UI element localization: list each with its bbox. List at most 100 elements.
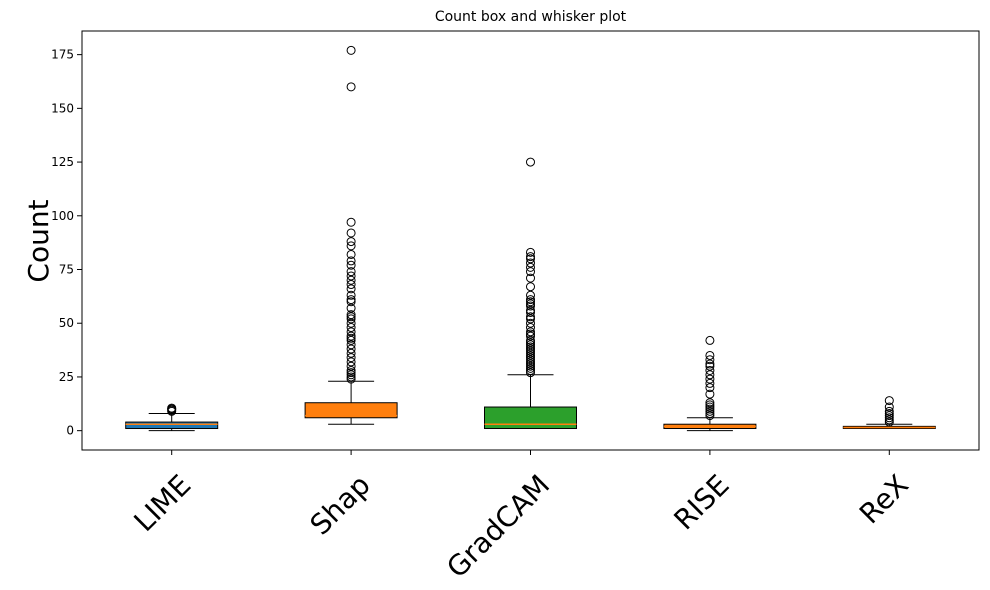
outlier-point bbox=[346, 237, 356, 247]
outlier-point bbox=[705, 408, 715, 418]
outlier-point bbox=[346, 275, 356, 285]
outlier-point bbox=[346, 365, 356, 375]
outlier-point bbox=[526, 273, 535, 283]
outlier-point bbox=[884, 415, 894, 425]
outlier-point bbox=[705, 378, 715, 388]
y-tick-label: 75 bbox=[59, 263, 74, 277]
outlier-point bbox=[526, 252, 535, 262]
outlier-point bbox=[705, 359, 715, 369]
outlier-point bbox=[526, 307, 535, 317]
outlier-point bbox=[346, 310, 356, 320]
outlier-point bbox=[705, 389, 715, 399]
outlier-point bbox=[346, 368, 356, 378]
outlier-point bbox=[346, 348, 356, 358]
outlier-point bbox=[526, 348, 535, 358]
outlier-point bbox=[167, 403, 177, 413]
x-axis: LIME Shap GradCAM RISE ReX bbox=[128, 450, 915, 584]
x-tick-label-lime: LIME bbox=[128, 468, 198, 538]
outlier-point bbox=[346, 344, 356, 354]
outlier-point bbox=[705, 398, 715, 408]
outlier-point bbox=[526, 301, 535, 311]
iqr-box bbox=[304, 402, 398, 419]
outlier-point bbox=[526, 338, 535, 348]
box-group-gradcam bbox=[484, 157, 577, 430]
outlier-point bbox=[526, 314, 535, 324]
outlier-point bbox=[346, 370, 356, 380]
outlier-point bbox=[526, 258, 535, 268]
outlier-point bbox=[526, 340, 535, 350]
outlier-point bbox=[346, 249, 356, 259]
outlier-point bbox=[346, 82, 356, 92]
outlier-point bbox=[346, 256, 356, 266]
outlier-point bbox=[526, 342, 535, 352]
outlier-point bbox=[884, 408, 894, 418]
outlier-point bbox=[526, 318, 535, 328]
outlier-point bbox=[346, 228, 356, 238]
outlier-point bbox=[346, 217, 356, 227]
outlier-point bbox=[346, 284, 356, 294]
outlier-point bbox=[526, 299, 535, 309]
x-tick-label-rise: RISE bbox=[668, 468, 736, 536]
outlier-point bbox=[705, 374, 715, 384]
outlier-point bbox=[346, 280, 356, 290]
outlier-point bbox=[705, 406, 715, 416]
outlier-point bbox=[526, 323, 535, 333]
outlier-point bbox=[705, 402, 715, 412]
y-tick-label: 125 bbox=[51, 155, 74, 169]
outlier-point bbox=[346, 374, 356, 384]
y-tick-label: 175 bbox=[51, 48, 74, 62]
y-tick-label: 25 bbox=[59, 370, 74, 384]
outlier-point bbox=[346, 323, 356, 333]
outlier-point bbox=[705, 383, 715, 393]
outlier-point bbox=[346, 312, 356, 322]
outlier-point bbox=[705, 400, 715, 410]
outlier-point bbox=[526, 365, 535, 375]
outlier-point bbox=[526, 350, 535, 360]
outlier-point bbox=[705, 361, 715, 371]
outlier-point bbox=[346, 353, 356, 363]
outlier-point bbox=[346, 45, 356, 55]
outlier-point bbox=[346, 260, 356, 270]
outlier-point bbox=[526, 290, 535, 300]
outlier-point bbox=[526, 282, 535, 292]
y-tick-label: 150 bbox=[51, 101, 74, 115]
outlier-point bbox=[346, 340, 356, 350]
outlier-point bbox=[705, 355, 715, 365]
outlier-point bbox=[346, 241, 356, 251]
outlier-point bbox=[346, 318, 356, 328]
box-group-shap bbox=[304, 45, 398, 425]
outlier-point bbox=[526, 357, 535, 367]
outlier-point bbox=[526, 329, 535, 339]
outlier-point bbox=[526, 359, 535, 369]
outlier-point bbox=[526, 305, 535, 315]
y-tick-label: 50 bbox=[59, 316, 74, 330]
outlier-point bbox=[526, 327, 535, 337]
y-tick-label: 100 bbox=[51, 209, 74, 223]
outlier-point bbox=[526, 361, 535, 371]
iqr-box bbox=[125, 421, 219, 430]
outlier-point bbox=[526, 312, 535, 322]
box-group-lime bbox=[125, 403, 219, 432]
box-group-rise bbox=[663, 335, 757, 432]
outlier-point bbox=[705, 411, 715, 421]
iqr-box bbox=[484, 406, 577, 430]
outlier-point bbox=[346, 357, 356, 367]
x-tick-label-rex: ReX bbox=[853, 468, 915, 530]
outlier-point bbox=[526, 363, 535, 373]
outlier-point bbox=[346, 331, 356, 341]
outlier-point bbox=[884, 396, 894, 406]
outlier-point bbox=[346, 335, 356, 345]
outlier-point bbox=[526, 344, 535, 354]
y-tick-label: 0 bbox=[66, 424, 74, 438]
outlier-point bbox=[346, 290, 356, 300]
outlier-point bbox=[705, 370, 715, 380]
outlier-point bbox=[884, 417, 894, 427]
outlier-point bbox=[346, 271, 356, 281]
outlier-point bbox=[526, 346, 535, 356]
outlier-point bbox=[526, 331, 535, 341]
outlier-point bbox=[526, 353, 535, 363]
y-axis-label: Count bbox=[22, 199, 55, 282]
outlier-point bbox=[526, 254, 535, 264]
outlier-point bbox=[346, 267, 356, 277]
